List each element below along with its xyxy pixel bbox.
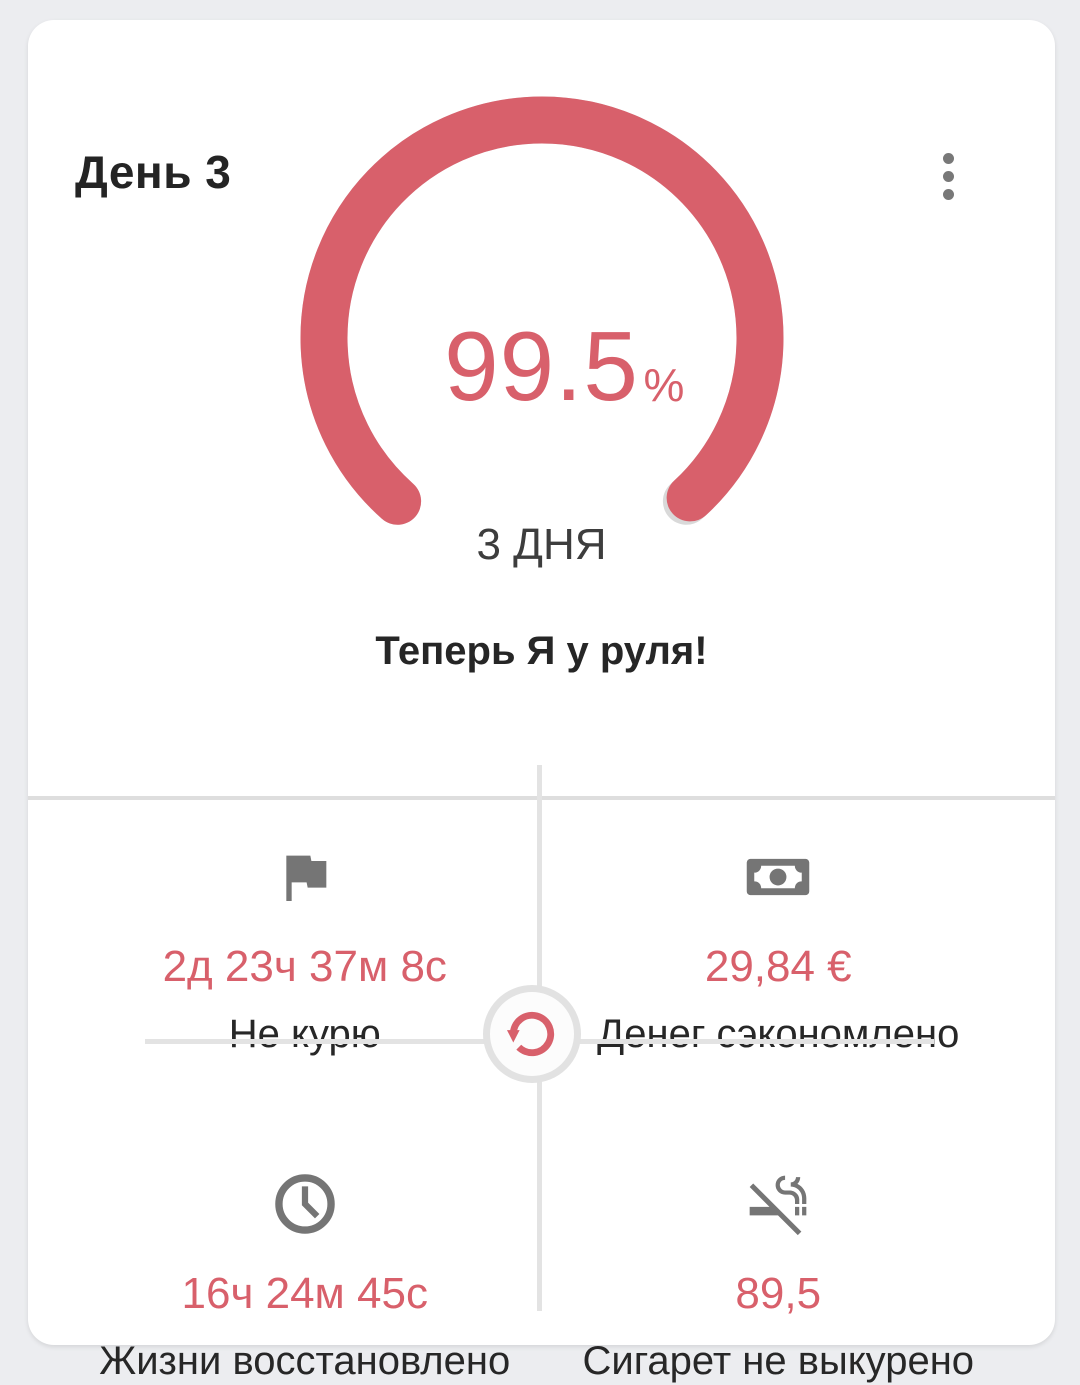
- refresh-icon: [506, 1011, 555, 1057]
- stat-not-smoking: 2д 23ч 37м 8с Не курю: [68, 800, 542, 1110]
- day-progress-card: День 3 99.5 % 3 ДНЯ Теперь Я у руля!: [28, 20, 1055, 1383]
- stat-label: Денег сэкономлено: [597, 1012, 960, 1056]
- kebab-dot: [942, 153, 954, 164]
- kebab-menu-icon[interactable]: [920, 149, 976, 204]
- stats-grid: 2д 23ч 37м 8с Не курю 29,84 € Денег сэко…: [28, 800, 1055, 1385]
- stat-label: Жизни восстановлено: [99, 1339, 511, 1383]
- money-icon: [740, 843, 816, 911]
- stat-label: Сигарет не выкурено: [582, 1339, 975, 1383]
- stat-value: 2д 23ч 37м 8с: [162, 942, 447, 991]
- no-smoking-icon: [744, 1170, 812, 1238]
- flag-icon: [273, 843, 337, 911]
- gauge-progress-arc: [300, 96, 783, 525]
- stat-value: 16ч 24м 45с: [181, 1269, 428, 1318]
- refresh-button[interactable]: [483, 985, 581, 1083]
- stat-value: 29,84 €: [704, 942, 852, 991]
- stat-value: 89,5: [735, 1269, 822, 1318]
- page-title: День 3: [75, 146, 232, 198]
- clock-icon: [271, 1170, 339, 1238]
- kebab-dot: [942, 171, 954, 182]
- motivation-message: Теперь Я у руля!: [375, 629, 708, 673]
- stat-life-regained: 16ч 24м 45с Жизни восстановлено: [68, 1110, 542, 1385]
- stat-cigarettes-not-smoked: 89,5 Сигарет не выкурено: [542, 1110, 1016, 1385]
- kebab-dot: [942, 189, 954, 200]
- progress-gauge: 99.5 % 3 ДНЯ: [292, 93, 792, 569]
- stat-money-saved: 29,84 € Денег сэкономлено: [542, 800, 1016, 1110]
- gauge-section: День 3 99.5 % 3 ДНЯ Теперь Я у руля!: [28, 93, 1055, 800]
- gauge-arc-svg: [300, 96, 783, 525]
- stat-label: Не курю: [228, 1012, 381, 1056]
